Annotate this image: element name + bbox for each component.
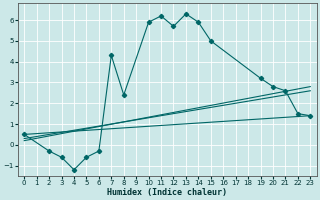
X-axis label: Humidex (Indice chaleur): Humidex (Indice chaleur) [107,188,227,197]
